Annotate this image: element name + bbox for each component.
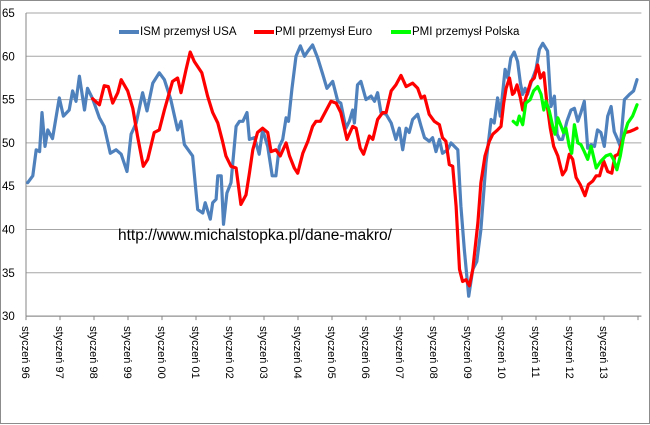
x-tick-label: styczeń 99 [121, 326, 133, 379]
y-tick-label: 30 [2, 311, 15, 323]
y-tick-label: 65 [2, 8, 15, 20]
x-tick-label: styczeń 10 [495, 326, 507, 379]
y-tick-label: 50 [2, 138, 15, 150]
x-tick-label: styczeń 08 [427, 326, 439, 379]
x-tick-label: styczeń 02 [223, 326, 235, 379]
legend-swatch-ism-usa [119, 30, 139, 34]
legend-swatch-pmi-polska [391, 30, 411, 34]
series-line-ism-usa [26, 41, 639, 298]
y-tick-label: 55 [2, 95, 15, 107]
x-tick-label: styczeń 11 [529, 326, 541, 378]
x-tick-label: styczeń 13 [597, 326, 609, 379]
legend-label-pmi-polska: PMI przemysł Polska [412, 26, 520, 38]
series-line-pmi-polska [511, 85, 639, 172]
y-tick-label: 40 [2, 225, 15, 237]
legend-label-ism-usa: ISM przemysł USA [140, 26, 237, 38]
legend-item-ism-usa: ISM przemysł USA [119, 26, 237, 38]
x-tick-label: styczeń 00 [155, 326, 167, 379]
legend: ISM przemysł USA PMI przemysł Euro PMI p… [1, 26, 650, 44]
x-tick-label: styczeń 96 [19, 326, 31, 379]
x-tick-label: styczeń 05 [325, 326, 337, 379]
x-tick-label: styczeń 03 [257, 326, 269, 379]
x-tick-label: styczeń 09 [461, 326, 473, 379]
y-tick-label: 60 [2, 51, 15, 63]
x-tick-label: styczeń 97 [53, 326, 65, 379]
legend-swatch-pmi-euro [254, 30, 274, 34]
x-tick-label: styczeń 01 [189, 326, 201, 379]
x-tick-label: styczeń 98 [87, 326, 99, 379]
x-tick-label: styczeń 12 [563, 326, 575, 379]
y-tick-label: 35 [2, 268, 15, 280]
x-tick-label: styczeń 06 [359, 326, 371, 379]
series-line-pmi-euro [91, 50, 639, 288]
y-tick-label: 45 [2, 181, 15, 193]
x-tick-label: styczeń 04 [291, 326, 303, 379]
legend-item-pmi-polska: PMI przemysł Polska [391, 26, 519, 38]
x-tick-label: styczeń 07 [393, 326, 405, 379]
watermark-url: http://www.michalstopka.pl/dane-makro/ [118, 227, 392, 244]
legend-item-pmi-euro: PMI przemysł Euro [254, 26, 372, 38]
legend-label-pmi-euro: PMI przemysł Euro [275, 26, 373, 38]
